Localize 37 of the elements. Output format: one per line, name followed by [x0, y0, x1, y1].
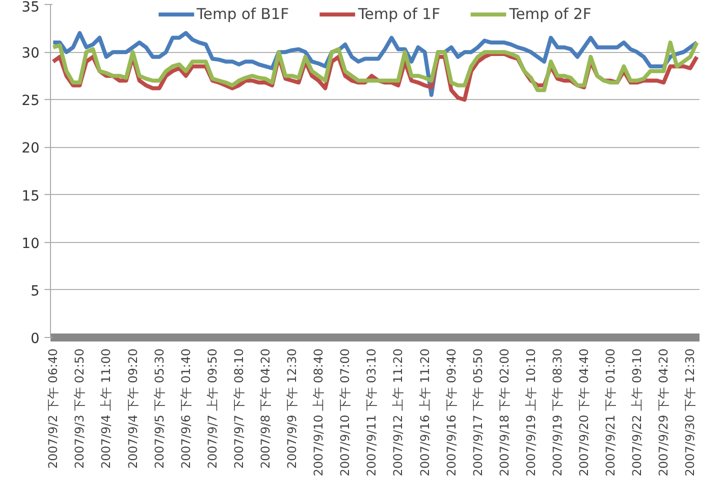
- x-tick-label: 2007/9/7 上午 09:50: [205, 348, 220, 469]
- x-tick-label: 2007/9/21 下午 01:00: [604, 348, 618, 476]
- x-tick-label: 2007/9/29 下午 04:20: [656, 348, 671, 476]
- x-tick-label: 2007/9/11 下午 03:10: [364, 348, 379, 476]
- x-tick-label: 2007/9/4 上午 11:00: [99, 348, 114, 469]
- x-tick-label: 2007/9/10 上午 08:40: [312, 348, 326, 476]
- y-tick-label: 20: [22, 140, 40, 157]
- x-tick-label: 2007/9/6 下午 01:40: [178, 348, 193, 469]
- y-tick-label: 25: [22, 93, 40, 110]
- x-tick-label: 2007/9/22 上午 09:10: [630, 348, 644, 476]
- x-tick-label: 2007/9/18 下午 02:00: [497, 348, 512, 476]
- line-series: [51, 40, 699, 92]
- y-tick-label: 30: [22, 46, 40, 62]
- x-tick-label: 2007/9/3 下午 02:50: [72, 348, 87, 469]
- legend-label: Temp of B1F: [196, 5, 290, 23]
- x-tick-label: 2007/9/30 下午 12:30: [683, 348, 698, 476]
- x-tick-label: 2007/9/10 下午 07:00: [338, 348, 352, 476]
- y-tick-label: 0: [30, 331, 40, 347]
- x-tick-label: 2007/9/9 下午 12:30: [285, 348, 300, 469]
- y-tick-label: 15: [22, 188, 40, 204]
- y-tick-label: 10: [22, 236, 40, 252]
- legend-label: Temp of 2F: [509, 5, 592, 23]
- legend-label: Temp of 1F: [358, 5, 440, 23]
- x-tick-label: 2007/9/20 下午 04:40: [577, 348, 592, 476]
- x-tick-label: 2007/9/7 下午 08:10: [232, 348, 246, 469]
- x-tick-label: 2007/9/19 上午 10:10: [524, 348, 538, 476]
- x-tick-label: 2007/9/19 下午 08:30: [550, 348, 564, 476]
- x-tick-label: 2007/9/16 上午 11:20: [418, 348, 432, 476]
- y-tick-label: 5: [30, 283, 40, 300]
- x-tick-label: 2007/9/17 下午 05:50: [470, 348, 485, 476]
- x-tick-label: 2007/9/8 下午 04:20: [258, 348, 273, 469]
- x-tick-label: 2007/9/5 下午 05:30: [152, 348, 166, 469]
- x-tick-label: 2007/9/12 上午 11:20: [391, 348, 406, 476]
- x-tick-label: 2007/9/4 下午 09:20: [126, 348, 140, 469]
- x-tick-label: 2007/9/2 下午 06:40: [46, 348, 60, 469]
- x-tick-label: 2007/9/16 下午 09:40: [444, 348, 458, 476]
- y-tick-label: 35: [22, 0, 40, 16]
